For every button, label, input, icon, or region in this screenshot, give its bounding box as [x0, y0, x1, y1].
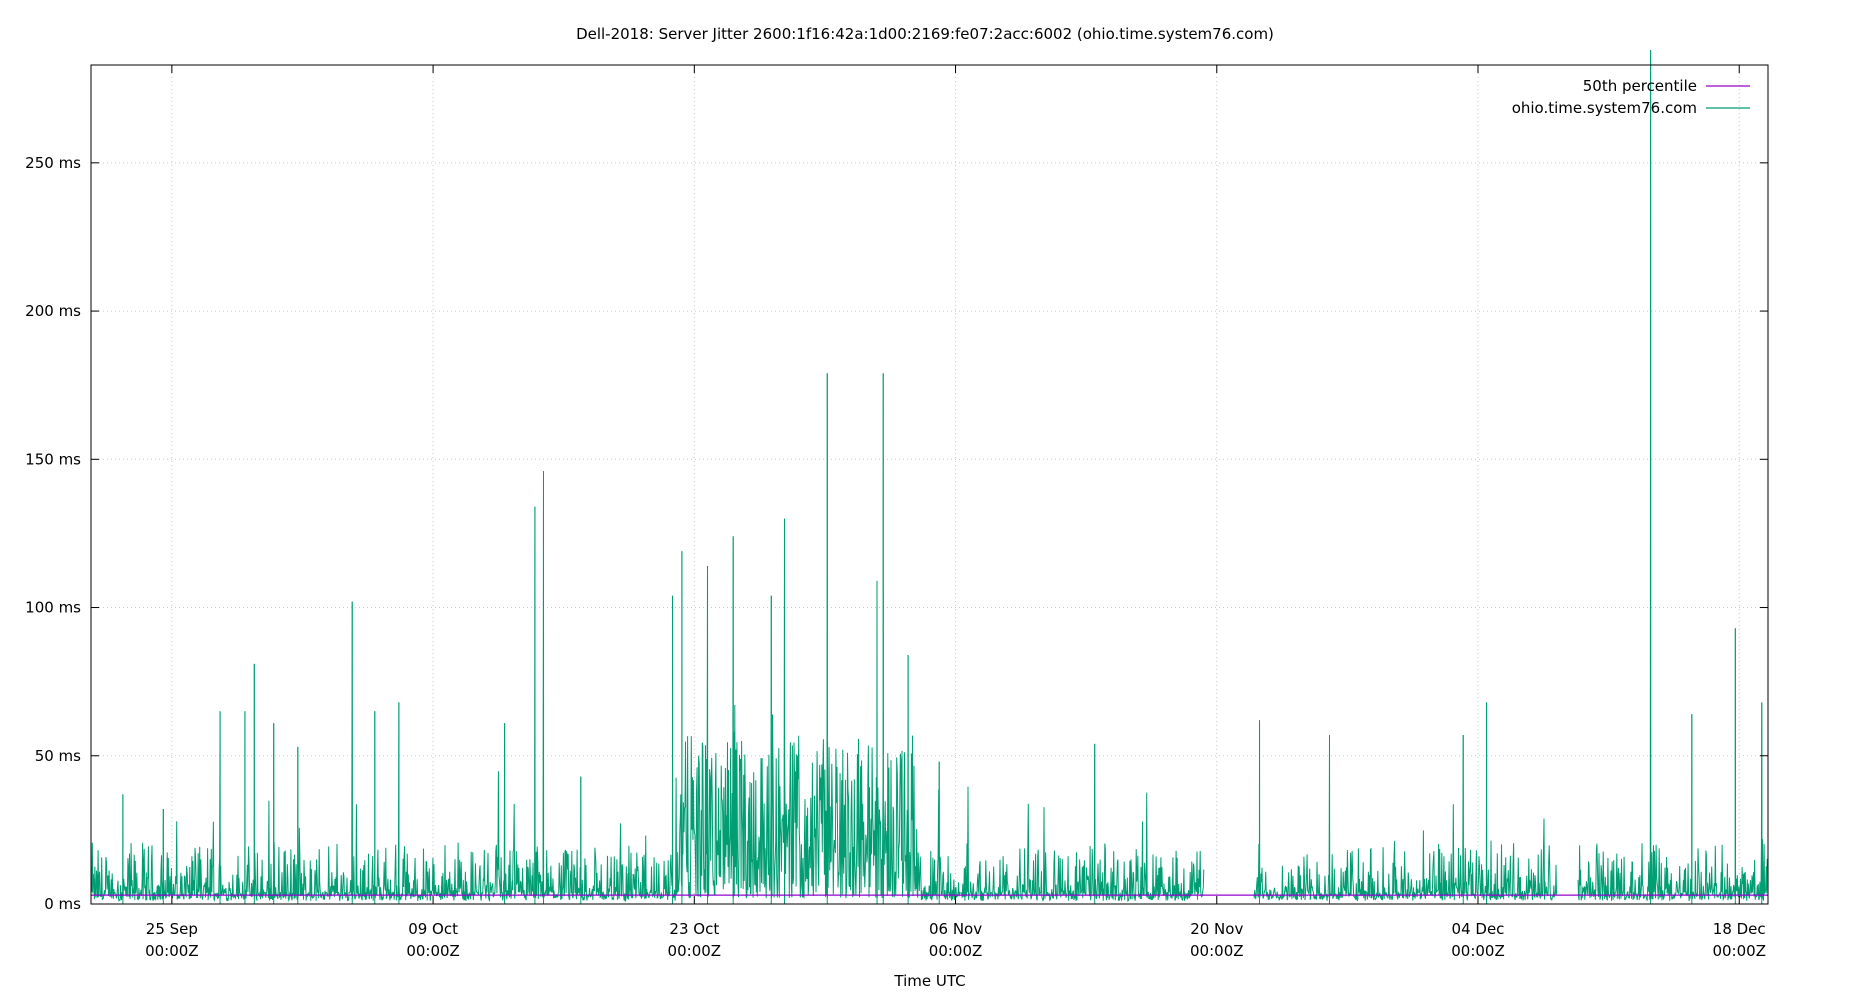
x-tick-label-time: 00:00Z: [1190, 942, 1244, 960]
y-tick-label: 50 ms: [35, 747, 81, 765]
x-tick-label: 20 Nov: [1190, 920, 1243, 938]
server-jitter-line: [91, 373, 1205, 903]
x-tick-label: 25 Sep: [146, 920, 198, 938]
plot-frame: [90, 64, 1769, 905]
y-tick-label: 0 ms: [44, 895, 81, 913]
chart-title: Dell-2018: Server Jitter 2600:1f16:42a:1…: [576, 25, 1274, 43]
x-tick-label-time: 00:00Z: [406, 942, 460, 960]
x-tick-label-time: 00:00Z: [145, 942, 199, 960]
series-layer: [91, 50, 1768, 904]
x-tick-label-time: 00:00Z: [929, 942, 983, 960]
y-tick-label: 100 ms: [25, 599, 81, 617]
axes: 0 ms 50 ms 100 ms 150 ms 200 ms 250 ms 25 Sep 0…: [25, 65, 1768, 960]
server-jitter-line: [1253, 702, 1558, 902]
legend: 50th percentile ohio.time.system76.com: [1512, 77, 1750, 117]
y-tick-label: 250 ms: [25, 154, 81, 172]
x-tick-label: 23 Oct: [669, 920, 719, 938]
x-tick-label-time: 00:00Z: [668, 942, 722, 960]
x-tick-label: 09 Oct: [408, 920, 458, 938]
grid: [91, 65, 1768, 904]
x-tick-label: 04 Dec: [1452, 920, 1505, 938]
legend-label-median: 50th percentile: [1583, 77, 1697, 95]
y-tick-label: 200 ms: [25, 302, 81, 320]
y-tick-label: 150 ms: [25, 450, 81, 468]
x-tick-label: 06 Nov: [929, 920, 982, 938]
x-tick-label: 18 Dec: [1713, 920, 1766, 938]
legend-label-server: ohio.time.system76.com: [1512, 99, 1697, 117]
x-tick-label-time: 00:00Z: [1451, 942, 1505, 960]
x-tick-label-time: 00:00Z: [1712, 942, 1766, 960]
x-axis-label: Time UTC: [893, 972, 965, 990]
